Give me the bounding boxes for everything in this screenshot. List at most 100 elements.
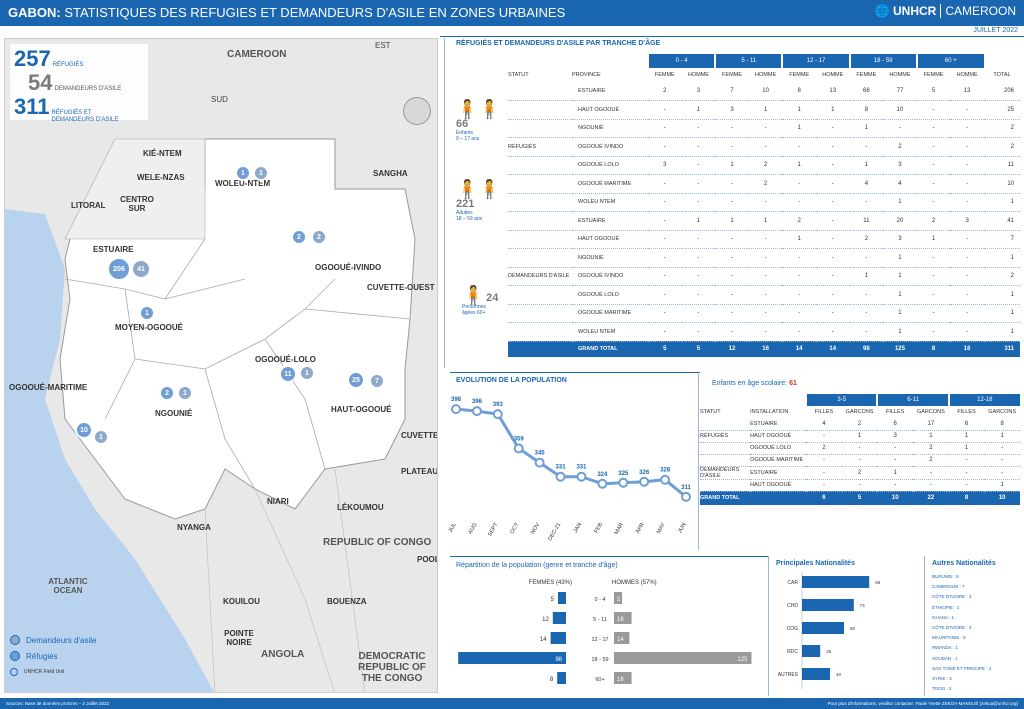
map-bubble-asylum[interactable]: 41 [131, 259, 151, 279]
nationality-item: CÔTE D'IVOIRE : 2 [932, 625, 972, 631]
value-cell: - [748, 137, 783, 157]
evolution-point[interactable] [639, 476, 650, 487]
map-bubble-asylum[interactable]: 2 [311, 229, 327, 245]
value-cell: - [841, 454, 878, 467]
value-cell: - [815, 119, 850, 138]
nationality-label: CHD [787, 603, 798, 609]
value-cell: - [782, 304, 816, 323]
column-header: GARCONS [916, 409, 945, 415]
evolution-point[interactable] [513, 443, 524, 454]
table-row: DEMANDEURS D'ASILE OGOOUÉ IVINDO - - - - - -1 1-… [508, 267, 1020, 286]
total-cell: 5 [841, 491, 878, 505]
region-label: WELE-NZAS [137, 173, 185, 182]
map-bubble-refugees[interactable]: 206 [107, 257, 131, 281]
table-row: ESTUAIRE 2 3 7 10 8 13 68 77 5 13 206 [508, 82, 1020, 101]
value-cell: 1 [748, 100, 783, 120]
value-cell: 8 [782, 82, 816, 101]
total-cell: 5 [648, 341, 682, 357]
total-cell: 311 [983, 341, 1020, 357]
status-cell [508, 304, 572, 323]
male-bar [614, 672, 632, 684]
value-cell: 1 [883, 285, 917, 305]
evolution-point[interactable] [576, 471, 587, 482]
column-header: FILLES [886, 409, 905, 415]
column-header: PROVINCE [572, 72, 601, 78]
map-bubble-refugees[interactable]: 11 [279, 365, 297, 383]
value-cell: - [916, 322, 951, 342]
header-bar: GABON: STATISTIQUES DES REFUGIES ET DEMA… [0, 0, 1024, 26]
map-bubble-refugees[interactable]: 1 [235, 165, 251, 181]
nationality-item: CÔTE D'IVOIRE : 3 [932, 594, 972, 600]
evolution-point[interactable] [451, 404, 461, 415]
province-label: MOYEN-OGOOUÉ [115, 323, 184, 332]
province-cell: OGOOUÉ MARITIME [572, 304, 648, 323]
page-title: GABON: STATISTIQUES DES REFUGIES ET DEMA… [8, 5, 566, 20]
evolution-tick-label: JUL [448, 522, 458, 533]
value-cell: - [913, 479, 949, 492]
map-country-label: ANGOLA [261, 649, 305, 660]
status-cell: RÉFUGIÉS [700, 430, 751, 443]
legend-office: UNHCR Field Unit [10, 664, 96, 680]
value-cell: 8 [849, 100, 884, 120]
map-bubble-asylum[interactable]: 7 [369, 373, 385, 389]
value-cell: 2 [748, 156, 783, 175]
evolution-value-label: 324 [597, 472, 608, 478]
value-cell: - [681, 230, 716, 249]
value-cell: - [815, 230, 850, 249]
value-cell: - [748, 193, 783, 212]
legend-refugees: Réfugiés [10, 648, 96, 664]
report-date: JUILLET 2022 [973, 27, 1018, 34]
evolution-point[interactable] [471, 406, 482, 417]
value-cell: - [950, 119, 984, 138]
map-bubble-refugees[interactable]: 25 [347, 371, 365, 389]
value-cell: 2 [782, 211, 816, 231]
installation-cell: HAUT OGOOUÉ [750, 479, 807, 492]
evolution-point[interactable] [618, 477, 629, 488]
status-cell [508, 156, 572, 175]
male-value: 5 [617, 597, 621, 603]
evolution-tick-label: MAR [614, 522, 625, 536]
region-label: KIÉ-NTEM [143, 149, 182, 158]
evolution-tick-label: AUG [467, 522, 478, 535]
province-cell: HAUT OGOOUÉ [572, 230, 648, 249]
value-cell: - [950, 137, 984, 157]
value-cell: - [748, 248, 783, 268]
map-bubble-refugees[interactable]: 2 [159, 385, 175, 401]
map-bubble-asylum[interactable]: 1 [177, 385, 193, 401]
value-cell: - [815, 322, 850, 342]
value-cell: 7 [983, 230, 1020, 249]
evolution-point[interactable] [597, 478, 608, 489]
column-header: HOMME [755, 72, 777, 78]
nationality-item: ÉTHIOPIE : 1 [932, 604, 960, 610]
map-bubble-refugees[interactable]: 10 [75, 421, 93, 439]
map-bubble-asylum[interactable]: 1 [253, 165, 269, 181]
adults-figure: 🧍🧍 221 Adultes 18 – 59 ans [456, 179, 501, 222]
column-header: FEMME [654, 72, 675, 78]
value-cell: - [841, 442, 878, 455]
value-cell: 1 [883, 304, 917, 323]
map-bubble-asylum[interactable]: 1 [299, 365, 315, 381]
value-cell: - [916, 156, 951, 175]
map-bubble-refugees[interactable]: 2 [291, 229, 307, 245]
status-cell: RÉFUGIÉS [508, 137, 572, 157]
value-cell: - [681, 285, 716, 305]
value-cell: - [948, 466, 985, 480]
evolution-tick-label: JUN [677, 522, 688, 534]
value-cell: 13 [815, 82, 850, 101]
evolution-tick-label: APR [635, 522, 646, 535]
band-header: 0 - 4 [646, 54, 716, 68]
evolution-point[interactable] [534, 457, 545, 468]
map-bubble-refugees[interactable]: 1 [139, 305, 155, 321]
map-bubble-asylum[interactable]: 1 [93, 429, 109, 445]
evolution-point[interactable] [492, 409, 503, 420]
map-legend: Demandeurs d'asile Réfugiés UNHCR Field … [10, 632, 96, 680]
evolution-point[interactable] [660, 474, 671, 485]
value-cell: 20 [883, 211, 917, 231]
value-cell: - [782, 174, 816, 194]
value-cell: - [916, 285, 951, 305]
value-cell: - [648, 230, 682, 249]
male-value: 125 [737, 657, 748, 663]
evolution-point[interactable] [681, 491, 691, 502]
table-row: OGOOUÉ LOLO - - - - - - -1- -1 [508, 285, 1020, 305]
evolution-point[interactable] [555, 471, 566, 482]
